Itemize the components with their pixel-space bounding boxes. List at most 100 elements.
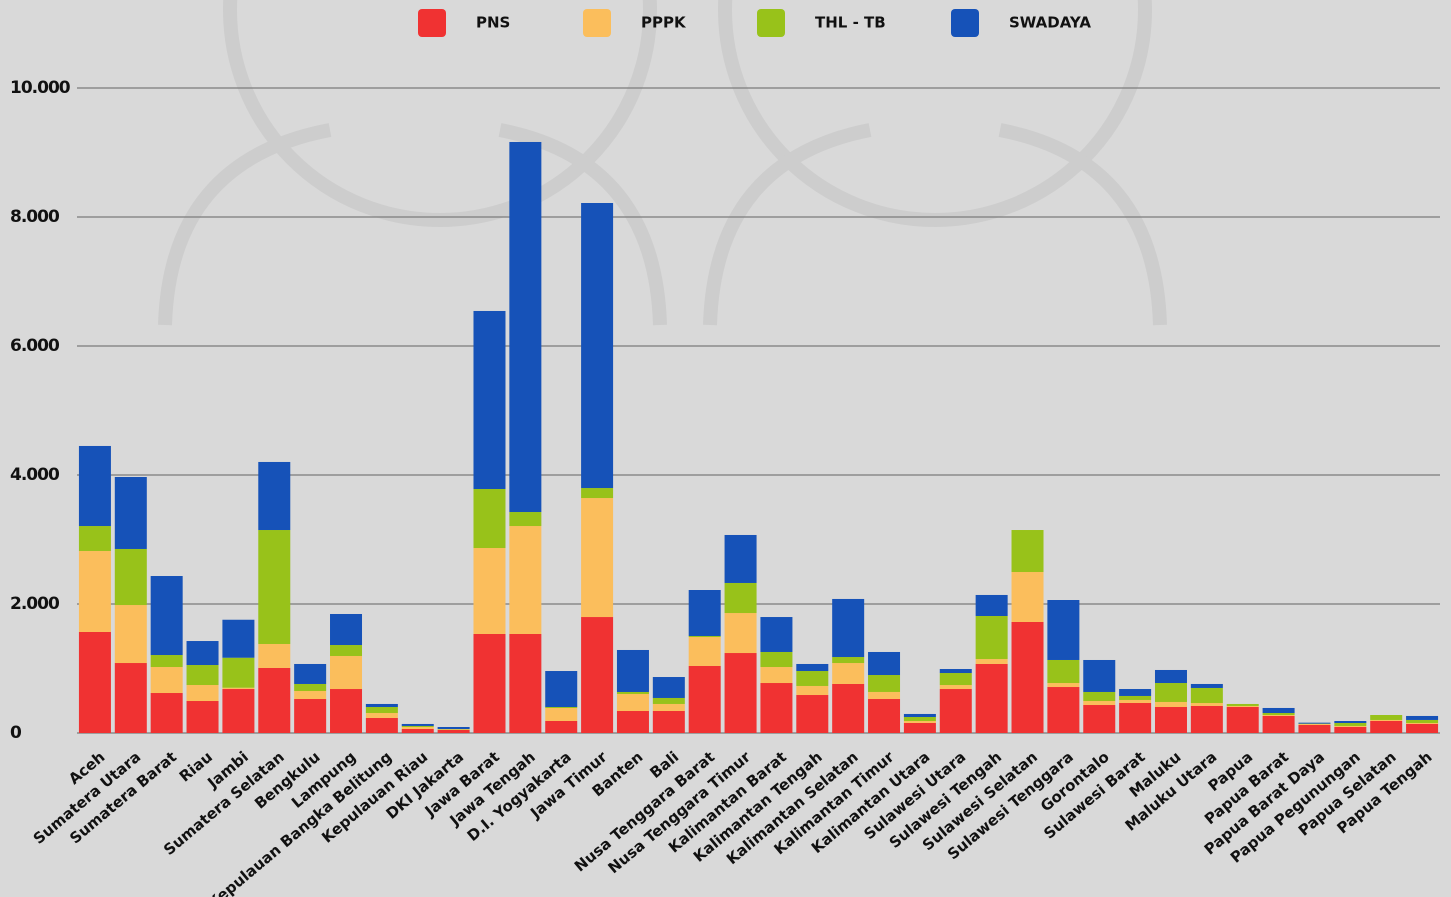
bar-segment bbox=[258, 530, 291, 644]
bar-segment bbox=[365, 713, 398, 718]
bar-segment bbox=[652, 711, 685, 733]
bar-segment bbox=[186, 685, 219, 702]
bar-segment bbox=[401, 727, 434, 730]
y-tick-label: 6.000 bbox=[10, 336, 60, 356]
legend-swatch bbox=[583, 9, 611, 37]
bar-segment bbox=[1190, 687, 1223, 704]
bar-segment bbox=[1370, 721, 1403, 733]
bar-segment bbox=[796, 671, 829, 686]
bar-segment bbox=[1334, 721, 1367, 724]
bar-segment bbox=[545, 707, 578, 722]
bar-segment bbox=[78, 631, 111, 733]
bar-segment bbox=[1119, 699, 1152, 704]
bar-segment bbox=[581, 488, 614, 499]
bar-segment bbox=[616, 649, 649, 692]
bar-segment bbox=[1406, 723, 1439, 733]
bar-segment bbox=[1370, 719, 1403, 722]
bar-segment bbox=[401, 723, 434, 726]
bar-segment bbox=[258, 667, 291, 733]
bar-segment bbox=[258, 461, 291, 531]
bar-segment bbox=[1334, 723, 1367, 726]
y-tick-label: 4.000 bbox=[10, 465, 60, 485]
bar-segment bbox=[832, 598, 865, 658]
bar-segment bbox=[509, 526, 542, 634]
bar-segment bbox=[1119, 695, 1152, 700]
bar-segment bbox=[365, 703, 398, 708]
bar-segment bbox=[545, 721, 578, 733]
bar-segment bbox=[114, 605, 147, 664]
bar-segment bbox=[545, 671, 578, 708]
bar-segment bbox=[760, 683, 793, 733]
bar-segment bbox=[1047, 683, 1080, 688]
bar-segment bbox=[1083, 705, 1116, 733]
bar-segment bbox=[509, 633, 542, 733]
bar-segment bbox=[186, 641, 219, 666]
bar-segment bbox=[616, 693, 649, 712]
bar-segment bbox=[1298, 723, 1331, 726]
bar-segment bbox=[581, 203, 614, 489]
bar-segment bbox=[652, 697, 685, 704]
bar-segment bbox=[903, 713, 936, 718]
bar-segment bbox=[832, 657, 865, 664]
bar-segment bbox=[1370, 715, 1403, 720]
y-tick-label: 10.000 bbox=[10, 78, 71, 98]
bar-segment bbox=[939, 685, 972, 690]
bar-segment bbox=[1011, 621, 1044, 733]
bar-segment bbox=[258, 643, 291, 668]
legend-swatch bbox=[418, 9, 446, 37]
bar-segment bbox=[616, 691, 649, 694]
bar-segment bbox=[652, 677, 685, 698]
bar-segment bbox=[150, 655, 183, 668]
bar-segment bbox=[581, 617, 614, 733]
bar-segment bbox=[186, 665, 219, 686]
bar-segment bbox=[437, 729, 470, 730]
bar-segment bbox=[688, 590, 721, 636]
bar-segment bbox=[903, 721, 936, 724]
bar-segment bbox=[437, 727, 470, 730]
bar-segment bbox=[1154, 683, 1187, 702]
bar-segment bbox=[1406, 719, 1439, 724]
bar-segment bbox=[903, 723, 936, 733]
bar-segment bbox=[1154, 707, 1187, 733]
bar-segment bbox=[78, 526, 111, 551]
bar-segment bbox=[294, 663, 327, 684]
bar-segment bbox=[473, 633, 506, 733]
bar-segment bbox=[330, 645, 363, 656]
bar-segment bbox=[222, 689, 255, 733]
bar-segment bbox=[401, 729, 434, 733]
bar-segment bbox=[724, 613, 757, 654]
bar-segment bbox=[760, 651, 793, 668]
bar-segment bbox=[1190, 683, 1223, 688]
legend-label: PNS bbox=[476, 14, 510, 32]
y-tick-label: 0 bbox=[10, 723, 22, 743]
y-tick-label: 2.000 bbox=[10, 594, 60, 614]
bar-segment bbox=[1226, 703, 1259, 706]
bar-segment bbox=[1154, 669, 1187, 684]
bar-segment bbox=[330, 613, 363, 646]
bar-segment bbox=[616, 711, 649, 733]
bar-segment bbox=[294, 699, 327, 733]
bar-segment bbox=[688, 665, 721, 733]
bar-segment bbox=[1047, 600, 1080, 660]
bar-segment bbox=[832, 663, 865, 684]
bar-segment bbox=[1262, 713, 1295, 716]
legend-label: SWADAYA bbox=[1009, 14, 1091, 32]
bar-segment bbox=[832, 683, 865, 733]
bar-segment bbox=[1011, 530, 1044, 573]
bar-segment bbox=[114, 476, 147, 549]
bar-segment bbox=[114, 663, 147, 733]
bar-segment bbox=[581, 498, 614, 618]
bar-segment bbox=[796, 695, 829, 733]
bar-segment bbox=[868, 675, 901, 692]
background-mascot bbox=[158, 0, 1167, 326]
bar-segment bbox=[1047, 687, 1080, 733]
bar-segment bbox=[1406, 715, 1439, 720]
bar-segment bbox=[294, 691, 327, 700]
bar-segment bbox=[473, 310, 506, 489]
bar-segment bbox=[114, 548, 147, 606]
bar-segment bbox=[509, 512, 542, 527]
bar-segment bbox=[1047, 659, 1080, 684]
bar-segment bbox=[903, 717, 936, 722]
bar-segment bbox=[1262, 715, 1295, 733]
